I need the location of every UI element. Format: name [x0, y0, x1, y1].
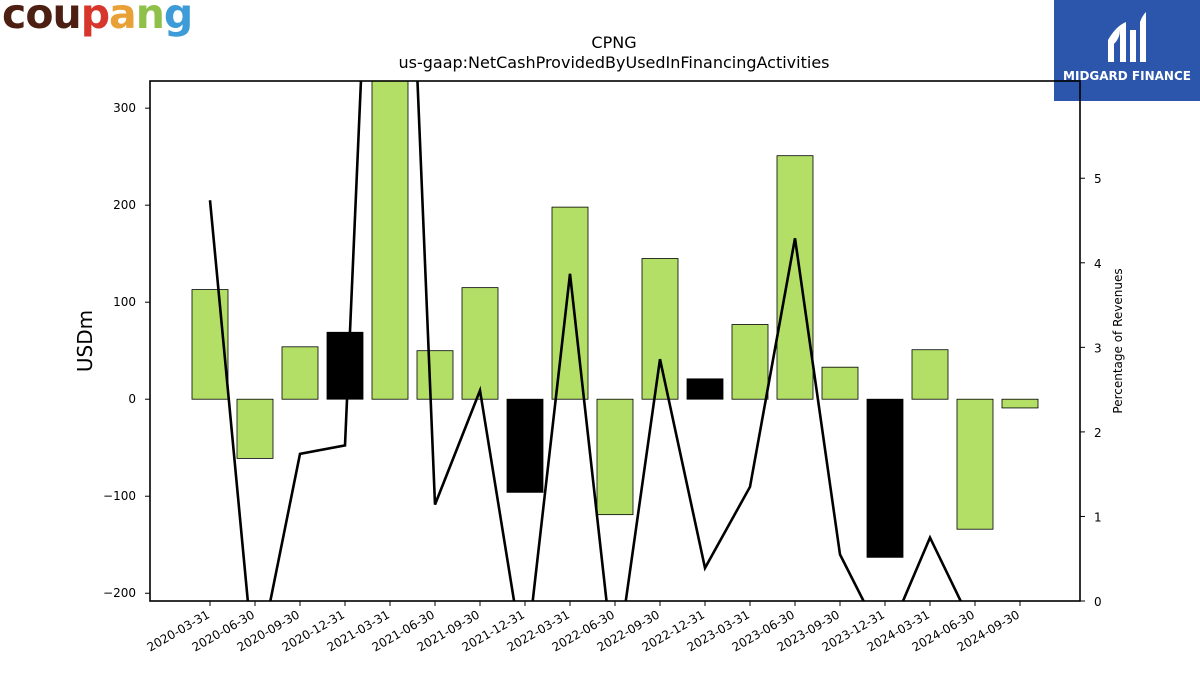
coupang-letter: a: [109, 0, 137, 38]
chart-subtitle: us-gaap:NetCashProvidedByUsedInFinancing…: [398, 53, 829, 72]
coupang-letter: n: [135, 0, 165, 38]
y2-tick-label: 1: [1094, 510, 1102, 524]
y-tick-label: 300: [113, 101, 136, 115]
coupang-logo: coupang: [2, 0, 193, 38]
midgard-finance-wordmark: MIDGARD FINANCE: [1063, 69, 1191, 83]
bar: [281, 346, 319, 400]
bar: [506, 398, 544, 493]
bar: [821, 366, 859, 400]
bar: [686, 378, 724, 400]
y2-tick-label: 2: [1094, 426, 1102, 440]
bar: [326, 331, 364, 400]
y2-tick-label: 4: [1094, 257, 1102, 271]
y-tick-label: 0: [128, 392, 136, 406]
bar: [236, 398, 274, 459]
chart-title: CPNG: [591, 33, 636, 52]
coupang-letter: u: [52, 0, 81, 38]
bar: [1001, 398, 1039, 409]
bar: [641, 258, 679, 400]
coupang-letter: g: [163, 0, 193, 38]
bar: [731, 324, 769, 400]
y2-tick-label: 3: [1094, 341, 1102, 355]
bar: [416, 350, 454, 400]
bar: [776, 155, 814, 400]
y-axis-label: USDm: [73, 310, 97, 372]
coupang-letter: c: [2, 0, 26, 38]
coupang-letter: o: [25, 0, 53, 38]
series-line: [208, 81, 963, 601]
midgard-finance-logo: MIDGARD FINANCE: [1054, 0, 1200, 101]
midgard-emblem-icon: [1108, 12, 1146, 62]
coupang-letter: p: [80, 0, 110, 38]
bar: [191, 289, 229, 400]
y2-tick-label: 0: [1094, 595, 1102, 609]
bar: [956, 398, 994, 530]
y-tick-label: −200: [103, 586, 136, 600]
y2-axis-label: Percentage of Revenues: [1111, 268, 1125, 413]
y-tick-label: −100: [103, 489, 136, 503]
y-tick-label: 200: [113, 198, 136, 212]
bar: [371, 81, 409, 400]
bar: [551, 206, 589, 400]
bar: [866, 398, 904, 558]
y-tick-label: 100: [113, 295, 136, 309]
y2-tick-label: 5: [1094, 172, 1102, 186]
bar: [461, 287, 499, 400]
bar: [911, 349, 949, 400]
plot-frame: [149, 80, 1081, 602]
bar: [596, 398, 634, 516]
